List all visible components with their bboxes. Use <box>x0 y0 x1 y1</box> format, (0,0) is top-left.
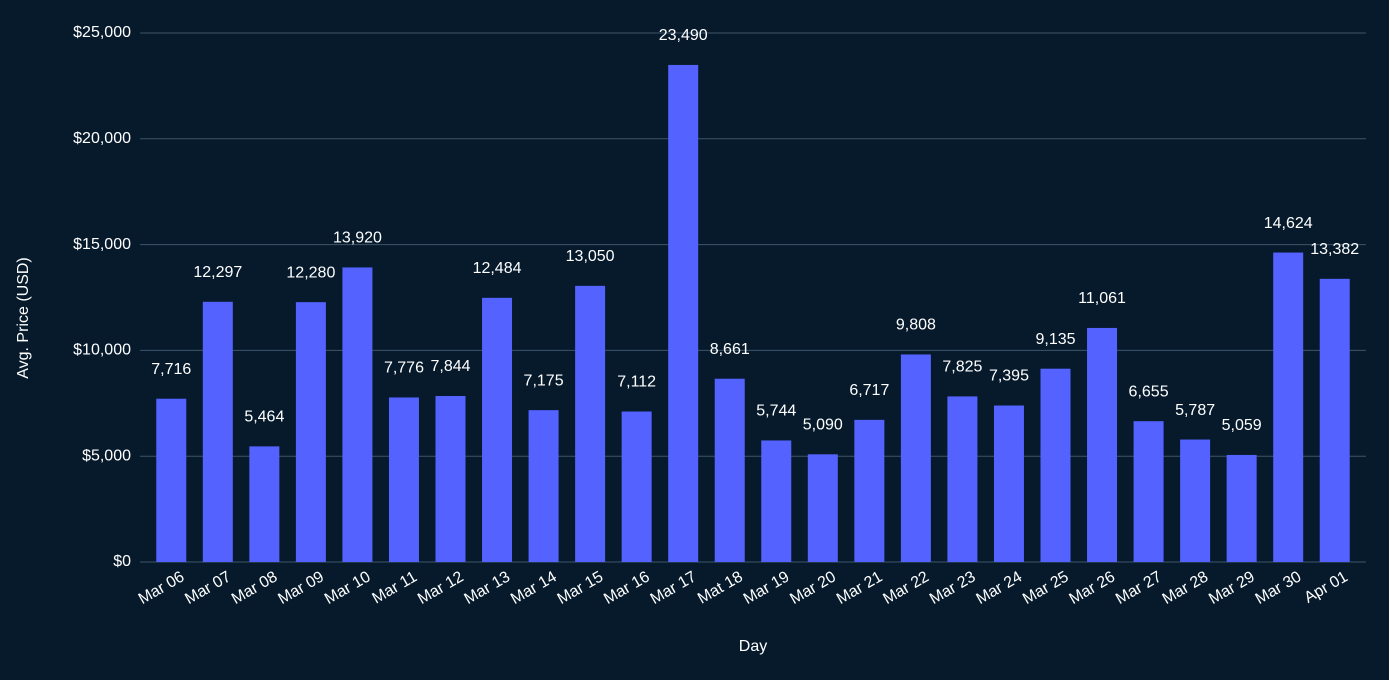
bar <box>1040 368 1071 562</box>
value-label: 9,135 <box>1035 331 1075 348</box>
value-label: 13,050 <box>566 248 615 265</box>
value-label: 12,280 <box>286 264 335 281</box>
x-tick-label: Mar 09 <box>275 568 327 608</box>
x-tick-label: Mar 30 <box>1253 568 1305 608</box>
value-label: 7,825 <box>942 359 982 376</box>
x-tick-label: Apr 01 <box>1302 568 1351 606</box>
x-tick-label: Mar 29 <box>1206 568 1258 608</box>
value-label: 8,661 <box>710 341 750 358</box>
value-label: 23,490 <box>659 27 708 44</box>
x-tick-label: Mar 20 <box>787 568 839 608</box>
x-tick-label: Mar 24 <box>973 568 1025 608</box>
y-tick-label: $0 <box>113 553 131 570</box>
bar <box>202 301 233 562</box>
bar <box>575 285 606 562</box>
bar <box>668 64 699 562</box>
bar <box>714 378 745 562</box>
value-label: 13,382 <box>1310 241 1359 258</box>
bar <box>761 440 792 562</box>
bar <box>388 397 419 562</box>
x-tick-label: Mar 22 <box>880 568 932 608</box>
value-label: 12,484 <box>473 260 522 277</box>
bar <box>854 419 885 562</box>
bar <box>1133 421 1164 562</box>
value-label: 5,059 <box>1222 417 1262 434</box>
x-tick-label: Mar 07 <box>182 568 234 608</box>
x-axis-label: Day <box>739 638 767 655</box>
x-tick-label: Mar 17 <box>648 568 700 608</box>
bar <box>1226 454 1257 562</box>
value-label: 6,717 <box>849 382 889 399</box>
x-tick-label: Mar 06 <box>136 568 188 608</box>
x-tick-label: Mar 27 <box>1113 568 1165 608</box>
bar <box>249 446 280 562</box>
x-tick-label: Mar 21 <box>834 568 886 608</box>
x-tick-label: Mar 11 <box>369 568 420 607</box>
x-tick-label: Mar 19 <box>741 568 793 608</box>
y-tick-label: $5,000 <box>82 447 131 464</box>
x-tick-label: Mar 12 <box>415 568 467 608</box>
value-label: 7,395 <box>989 368 1029 385</box>
value-label: 7,175 <box>524 372 564 389</box>
value-label: 6,655 <box>1129 383 1169 400</box>
value-label: 12,297 <box>193 264 242 281</box>
bar <box>528 410 559 562</box>
bar <box>295 302 326 562</box>
x-tick-label: Mar 14 <box>508 568 560 608</box>
x-tick-label: Mat 18 <box>695 568 746 607</box>
bar <box>993 405 1024 562</box>
bar <box>947 396 978 562</box>
bar <box>435 396 466 562</box>
y-tick-label: $15,000 <box>73 236 131 253</box>
x-tick-label: Mar 15 <box>555 568 607 608</box>
value-label: 5,787 <box>1175 402 1215 419</box>
value-label: 13,920 <box>333 230 382 247</box>
x-tick-label: Mar 25 <box>1020 568 1072 608</box>
x-tick-label: Mar 10 <box>322 568 374 608</box>
bar <box>807 454 838 562</box>
bar <box>900 354 931 562</box>
bar <box>1319 278 1350 562</box>
value-label: 7,776 <box>384 360 424 377</box>
value-label: 5,090 <box>803 417 843 434</box>
value-label: 5,464 <box>244 409 284 426</box>
value-label: 14,624 <box>1264 215 1313 232</box>
x-tick-label: Mar 23 <box>927 568 979 608</box>
bar <box>156 398 187 562</box>
y-axis-label: Avg. Price (USD) <box>15 257 32 379</box>
bar <box>1180 439 1211 562</box>
value-label: 9,808 <box>896 317 936 334</box>
x-tick-label: Mar 28 <box>1160 568 1212 608</box>
value-label: 7,716 <box>151 361 191 378</box>
y-tick-label: $10,000 <box>73 342 131 359</box>
bar <box>621 411 652 562</box>
value-label: 7,844 <box>430 358 470 375</box>
bar <box>482 297 513 562</box>
bar <box>1273 252 1304 562</box>
x-tick-label: Mar 13 <box>462 568 514 608</box>
bar <box>342 267 373 562</box>
value-label: 11,061 <box>1078 290 1126 307</box>
x-tick-label: Mar 26 <box>1067 568 1119 608</box>
x-tick-label: Mar 08 <box>229 568 281 608</box>
y-tick-label: $25,000 <box>73 24 131 41</box>
y-tick-label: $20,000 <box>73 130 131 147</box>
bar <box>1087 327 1118 562</box>
value-label: 7,112 <box>617 374 656 391</box>
x-tick-label: Mar 16 <box>601 568 653 608</box>
value-label: 5,744 <box>756 403 796 420</box>
